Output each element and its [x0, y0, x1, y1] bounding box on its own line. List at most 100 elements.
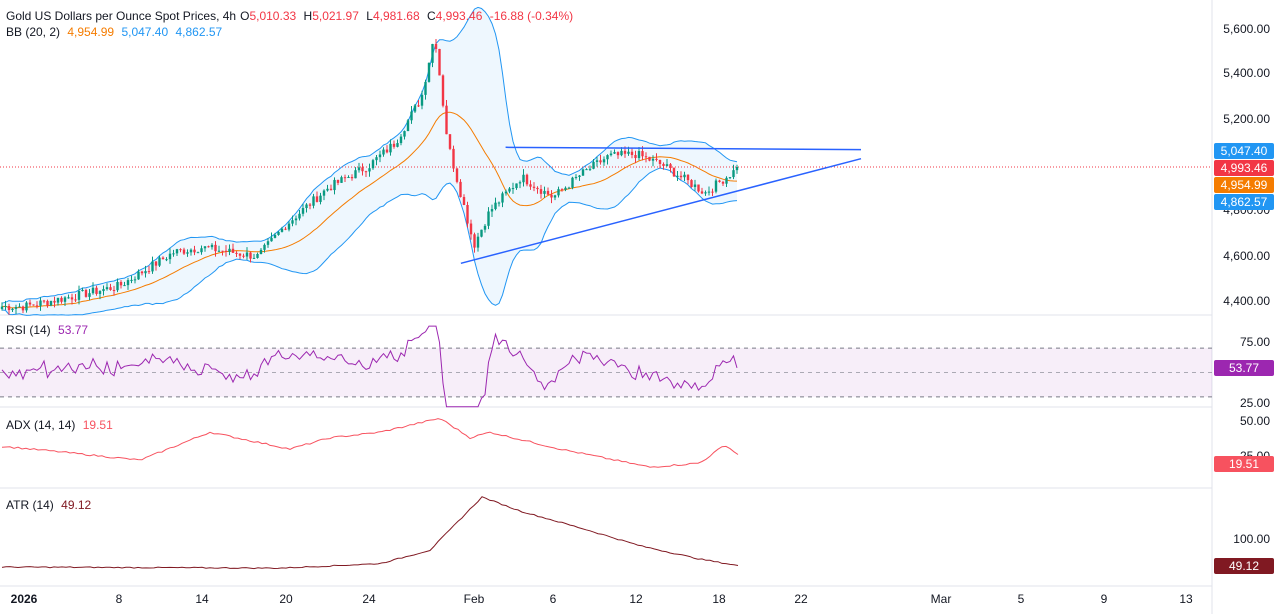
candle-body[interactable] — [165, 259, 168, 261]
candle-body[interactable] — [70, 297, 74, 300]
candle-body[interactable] — [707, 191, 711, 193]
candle-body[interactable] — [144, 271, 147, 274]
candle-body[interactable] — [683, 174, 686, 178]
candle-body[interactable] — [126, 280, 130, 286]
candle-body[interactable] — [357, 167, 361, 171]
candle-body[interactable] — [728, 177, 732, 179]
candle-body[interactable] — [718, 180, 721, 182]
candle-body[interactable] — [452, 148, 455, 169]
candle-body[interactable] — [312, 196, 315, 206]
candle-body[interactable] — [711, 191, 714, 193]
candle-body[interactable] — [518, 182, 522, 184]
candle-body[interactable] — [133, 279, 137, 281]
candle-body[interactable] — [466, 204, 469, 224]
candle-body[interactable] — [280, 228, 284, 232]
candle-body[interactable] — [529, 184, 532, 187]
candle-body[interactable] — [602, 159, 606, 163]
candle-body[interactable] — [270, 237, 273, 242]
candle-body[interactable] — [291, 220, 294, 224]
candle-body[interactable] — [196, 252, 200, 254]
candle-body[interactable] — [326, 188, 329, 191]
candle-body[interactable] — [11, 308, 14, 311]
candle-body[interactable] — [676, 175, 679, 177]
candle-body[interactable] — [231, 248, 235, 253]
candle-body[interactable] — [550, 194, 553, 198]
candle-body[interactable] — [592, 161, 595, 169]
candle-body[interactable] — [123, 285, 126, 287]
candle-body[interactable] — [735, 166, 739, 171]
candle-body[interactable] — [672, 167, 676, 177]
candle-body[interactable] — [350, 177, 354, 179]
candle-body[interactable] — [63, 297, 67, 302]
bb-legend[interactable]: BB (20, 2) 4,954.99 5,047.40 4,862.57 — [6, 24, 226, 40]
candle-body[interactable] — [658, 159, 662, 164]
candle-body[interactable] — [368, 168, 371, 172]
candle-body[interactable] — [7, 305, 11, 311]
candle-body[interactable] — [630, 151, 634, 155]
candle-body[interactable] — [105, 287, 109, 290]
candle-body[interactable] — [679, 175, 683, 178]
candle-body[interactable] — [186, 252, 189, 254]
candle-body[interactable] — [399, 136, 403, 144]
candle-body[interactable] — [42, 300, 46, 302]
candle-body[interactable] — [469, 223, 473, 235]
candle-body[interactable] — [49, 300, 53, 306]
candle-body[interactable] — [410, 111, 413, 121]
candle-body[interactable] — [336, 179, 340, 183]
candle-body[interactable] — [217, 250, 221, 252]
candle-body[interactable] — [4, 305, 7, 307]
candle-body[interactable] — [172, 253, 175, 255]
candle-body[interactable] — [112, 289, 116, 291]
candle-body[interactable] — [21, 306, 25, 311]
candle-body[interactable] — [154, 261, 158, 266]
candle-body[interactable] — [361, 167, 364, 172]
candle-body[interactable] — [392, 143, 396, 147]
candle-body[interactable] — [578, 175, 581, 177]
candle-body[interactable] — [424, 81, 427, 95]
candle-body[interactable] — [389, 143, 392, 153]
candle-body[interactable] — [224, 250, 228, 252]
candle-body[interactable] — [102, 289, 105, 292]
candle-body[interactable] — [319, 195, 322, 202]
candle-body[interactable] — [459, 181, 462, 198]
candle-body[interactable] — [179, 249, 182, 251]
candle-body[interactable] — [340, 177, 343, 183]
candle-body[interactable] — [378, 154, 382, 158]
candle-body[interactable] — [441, 75, 445, 106]
candle-body[interactable] — [158, 257, 161, 266]
candle-body[interactable] — [273, 234, 277, 238]
candle-body[interactable] — [294, 218, 298, 221]
candle-body[interactable] — [487, 211, 490, 226]
candle-body[interactable] — [109, 287, 112, 290]
candle-body[interactable] — [25, 302, 28, 311]
candle-body[interactable] — [606, 155, 609, 160]
candle-body[interactable] — [644, 156, 648, 158]
candle-body[interactable] — [210, 244, 214, 248]
candle-body[interactable] — [669, 164, 672, 168]
candle-body[interactable] — [249, 252, 252, 259]
candle-body[interactable] — [354, 170, 357, 179]
candle-body[interactable] — [613, 152, 616, 154]
triangle-upper-trendline[interactable] — [505, 146, 862, 151]
candle-body[interactable] — [620, 150, 623, 156]
candle-body[interactable] — [483, 225, 487, 230]
candle-body[interactable] — [634, 154, 637, 159]
candle-body[interactable] — [266, 241, 270, 245]
triangle-lower-trendline[interactable] — [460, 157, 862, 265]
candle-body[interactable] — [616, 152, 620, 156]
candle-body[interactable] — [161, 257, 165, 260]
candle-body[interactable] — [56, 297, 60, 303]
candle-body[interactable] — [476, 236, 480, 248]
candle-body[interactable] — [693, 184, 697, 187]
candle-body[interactable] — [627, 151, 630, 154]
candle-body[interactable] — [214, 244, 217, 252]
candle-body[interactable] — [417, 105, 420, 107]
candle-body[interactable] — [301, 208, 305, 214]
candle-body[interactable] — [396, 143, 399, 147]
candle-body[interactable] — [515, 183, 518, 189]
candle-body[interactable] — [0, 306, 4, 309]
candle-body[interactable] — [18, 306, 21, 308]
candle-body[interactable] — [609, 153, 613, 156]
candle-body[interactable] — [284, 228, 287, 230]
